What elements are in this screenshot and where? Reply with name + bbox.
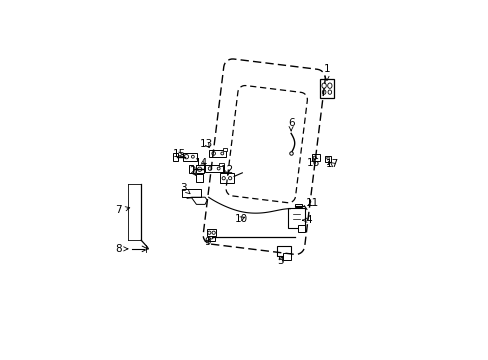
Text: 8: 8 [115,244,127,254]
Text: 4: 4 [302,215,312,225]
Bar [297,225,305,231]
Text: 15: 15 [172,149,185,159]
Text: 9: 9 [204,237,210,247]
Bar [206,229,216,236]
Ellipse shape [197,167,202,171]
Bar [312,154,320,161]
Text: 7: 7 [115,206,129,216]
Ellipse shape [217,167,220,170]
Text: 3: 3 [180,183,190,194]
Ellipse shape [208,167,211,170]
Ellipse shape [212,231,215,234]
Ellipse shape [221,152,223,155]
Bar [183,153,196,161]
Text: 11: 11 [305,198,319,208]
Bar [205,165,222,172]
Bar [173,153,178,161]
Bar [208,234,214,240]
Ellipse shape [321,83,325,88]
Bar [208,149,226,157]
Bar [294,204,301,207]
Text: 16: 16 [306,158,319,168]
Text: 2: 2 [189,166,195,176]
Bar [182,189,201,197]
Text: 1: 1 [323,64,329,80]
Ellipse shape [312,156,316,159]
Bar [188,165,192,173]
Bar [324,156,330,162]
Bar [320,79,333,98]
Bar [195,165,203,173]
Bar [196,174,203,182]
Text: 10: 10 [234,214,247,224]
Ellipse shape [327,83,331,88]
Bar [223,148,227,151]
Ellipse shape [184,154,188,159]
Ellipse shape [327,90,331,94]
Ellipse shape [228,177,231,180]
Text: 14: 14 [194,158,208,168]
Text: 13: 13 [200,139,213,149]
Bar [277,246,290,256]
Bar [282,253,290,260]
Ellipse shape [326,157,328,159]
Ellipse shape [222,177,225,180]
Text: 17: 17 [325,159,338,169]
Ellipse shape [207,231,210,234]
Text: 12: 12 [220,165,233,175]
Text: 6: 6 [287,118,294,131]
Ellipse shape [322,90,325,94]
Text: 5: 5 [277,256,283,266]
Bar [287,208,305,228]
Ellipse shape [211,152,215,155]
Bar [219,163,223,166]
Ellipse shape [191,155,194,158]
Ellipse shape [209,236,213,239]
Bar [220,173,234,183]
